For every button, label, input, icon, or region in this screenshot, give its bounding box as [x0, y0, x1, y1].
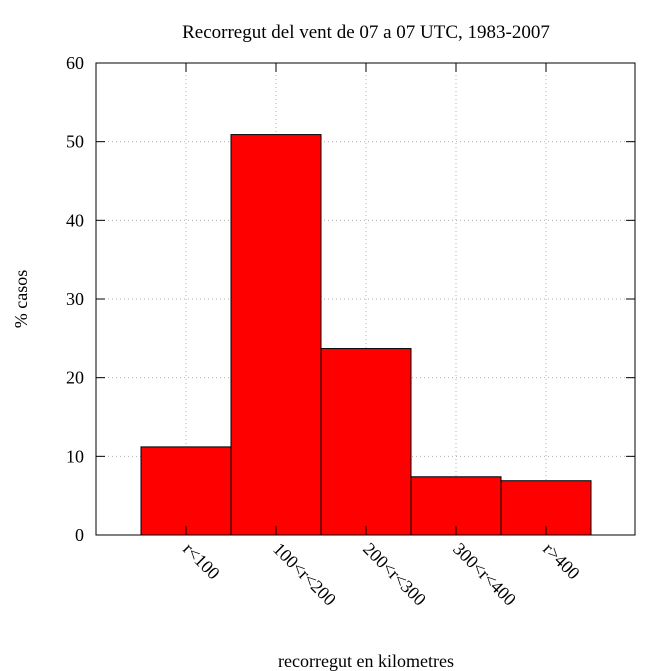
- bar-2: [320, 348, 412, 536]
- y-tick-label: 50: [66, 132, 84, 152]
- y-tick-label: 60: [66, 53, 84, 73]
- y-tick-label: 30: [66, 289, 84, 309]
- x-category-label: 100<r<200: [269, 539, 340, 610]
- x-axis-categories: r<100 100<r<200 200<r<300 300<r<400 r>400: [179, 539, 584, 610]
- y-tick-label: 10: [66, 446, 84, 466]
- x-category-label: 300<r<400: [449, 539, 520, 610]
- x-category-label: 200<r<300: [359, 539, 430, 610]
- x-axis-label: recorregut en kilometres: [278, 651, 454, 671]
- bars: [140, 134, 592, 536]
- y-axis-label: % casos: [11, 270, 31, 328]
- x-category-label: r>400: [539, 539, 584, 584]
- y-tick-label: 20: [66, 368, 84, 388]
- y-tick-label: 0: [75, 525, 84, 545]
- chart-title: Recorregut del vent de 07 a 07 UTC, 1983…: [182, 22, 550, 43]
- x-category-label: r<100: [179, 539, 224, 584]
- bar-1: [230, 134, 322, 536]
- y-axis-ticks: 0 10 20 30 40 50 60: [66, 53, 635, 545]
- bar-0: [140, 446, 232, 536]
- y-tick-label: 40: [66, 210, 84, 230]
